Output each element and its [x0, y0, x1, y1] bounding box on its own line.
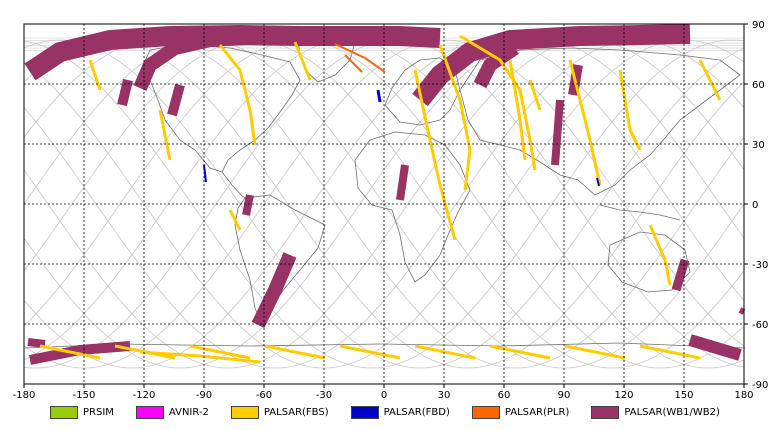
swath-fbs: [489, 344, 551, 360]
swath-fbs: [564, 344, 626, 360]
legend-swatch: [350, 405, 379, 419]
swath-wb: [396, 164, 409, 201]
x-tick-label: 60: [498, 390, 511, 401]
y-tick-label: 60: [752, 80, 765, 91]
legend-item-avnir2: AVNIR-2: [135, 405, 209, 419]
swath-fbs: [218, 44, 257, 146]
swath-fbs: [88, 59, 102, 91]
swath-plr: [334, 43, 386, 73]
swath-wb: [29, 341, 131, 365]
swath-wb: [251, 252, 297, 329]
legend-label: PALSAR(PLR): [504, 406, 570, 418]
y-tick-label: -30: [752, 260, 768, 271]
x-tick-label: 0: [381, 390, 387, 401]
x-tick-label: -180: [13, 390, 36, 401]
swath-fbs: [414, 344, 476, 360]
swath-fbd: [596, 177, 600, 187]
swath-wb: [551, 99, 564, 166]
swath-fbs: [528, 79, 542, 111]
graticule: [24, 24, 744, 384]
legend-swatch: [471, 405, 500, 419]
legend-label: PALSAR(FBD): [383, 406, 450, 418]
legend-swatch: [230, 405, 259, 419]
swath-wb: [117, 78, 133, 107]
coastline-asia: [459, 47, 741, 196]
x-tick-label: 120: [614, 390, 633, 401]
swath-fbs: [648, 224, 672, 286]
swath-fbd: [376, 89, 382, 103]
swath-fbs: [568, 59, 602, 186]
x-tick-label: -120: [133, 390, 156, 401]
y-tick-label: -90: [752, 380, 768, 391]
x-tick-label: -150: [73, 390, 96, 401]
y-tick-label: -60: [752, 320, 768, 331]
x-tick-label: 180: [734, 390, 753, 401]
swath-fbs: [438, 44, 472, 191]
swath-fbs: [639, 344, 701, 360]
swath-fbs: [189, 344, 251, 360]
swath-fbs: [698, 59, 722, 101]
legend-item-palsar-wb: PALSAR(WB1/WB2): [591, 405, 720, 419]
swath-wb: [738, 307, 746, 315]
swath-fbs: [39, 344, 101, 360]
swath-fbs: [158, 109, 172, 161]
legend-item-palsar-fbs: PALSAR(FBS): [230, 405, 329, 419]
swath-fbs: [508, 59, 527, 161]
legend-label: PALSAR(FBS): [263, 406, 329, 418]
legend-swatch: [135, 405, 164, 419]
orbit-tracks: [23, 37, 745, 369]
swath-fbs: [293, 41, 312, 81]
legend-label: PALSAR(WB1/WB2): [624, 406, 720, 418]
x-tick-label: -30: [316, 390, 332, 401]
swath-wb: [27, 338, 46, 348]
legend-item-prsim: PRSIM: [50, 405, 114, 419]
legend-item-palsar-plr: PALSAR(PLR): [471, 405, 570, 419]
swath-fbs: [339, 344, 401, 360]
legend: PRSIM AVNIR-2 PALSAR(FBS) PALSAR(FBD) PA…: [50, 403, 750, 421]
legend-label: PRSIM: [83, 406, 114, 418]
swath-fbs: [413, 69, 457, 241]
coastline-europe: [384, 57, 461, 126]
swath-wb: [412, 24, 691, 107]
swath-wb: [167, 83, 185, 117]
swath-plr: [344, 54, 363, 73]
swath-fbs: [618, 69, 642, 151]
x-tick-label: 150: [674, 390, 693, 401]
y-tick-label: 0: [752, 200, 758, 211]
swath-fbs: [459, 34, 537, 171]
coastline-north-america: [141, 43, 301, 173]
swath-fbs: [264, 344, 326, 360]
swath-wb: [473, 42, 519, 89]
axis-ticks: -180 -150 -120 -90 -60 -30 0 30 60 90 120 150 180 90 6…: [13, 20, 769, 401]
x-tick-label: 90: [558, 390, 571, 401]
coastline-indonesia: [599, 204, 681, 221]
x-tick-label: -60: [256, 390, 272, 401]
legend-swatch: [591, 405, 620, 419]
legend-item-palsar-fbd: PALSAR(FBD): [350, 405, 450, 419]
swath-wb: [242, 194, 254, 216]
swath-overlays: [24, 24, 746, 365]
swath-wb: [688, 334, 742, 361]
x-tick-label: 30: [438, 390, 451, 401]
x-tick-label: -90: [196, 390, 212, 401]
coastline-africa: [354, 131, 471, 283]
legend-swatch: [50, 405, 78, 419]
y-tick-label: 90: [752, 20, 765, 31]
swath-fbs: [228, 209, 242, 231]
swath-fbd: [203, 164, 207, 183]
swath-fbs: [139, 350, 261, 364]
y-tick-label: 30: [752, 140, 765, 151]
legend-label: AVNIR-2: [168, 406, 209, 418]
swath-wb: [671, 258, 690, 292]
swath-wb: [133, 31, 246, 91]
